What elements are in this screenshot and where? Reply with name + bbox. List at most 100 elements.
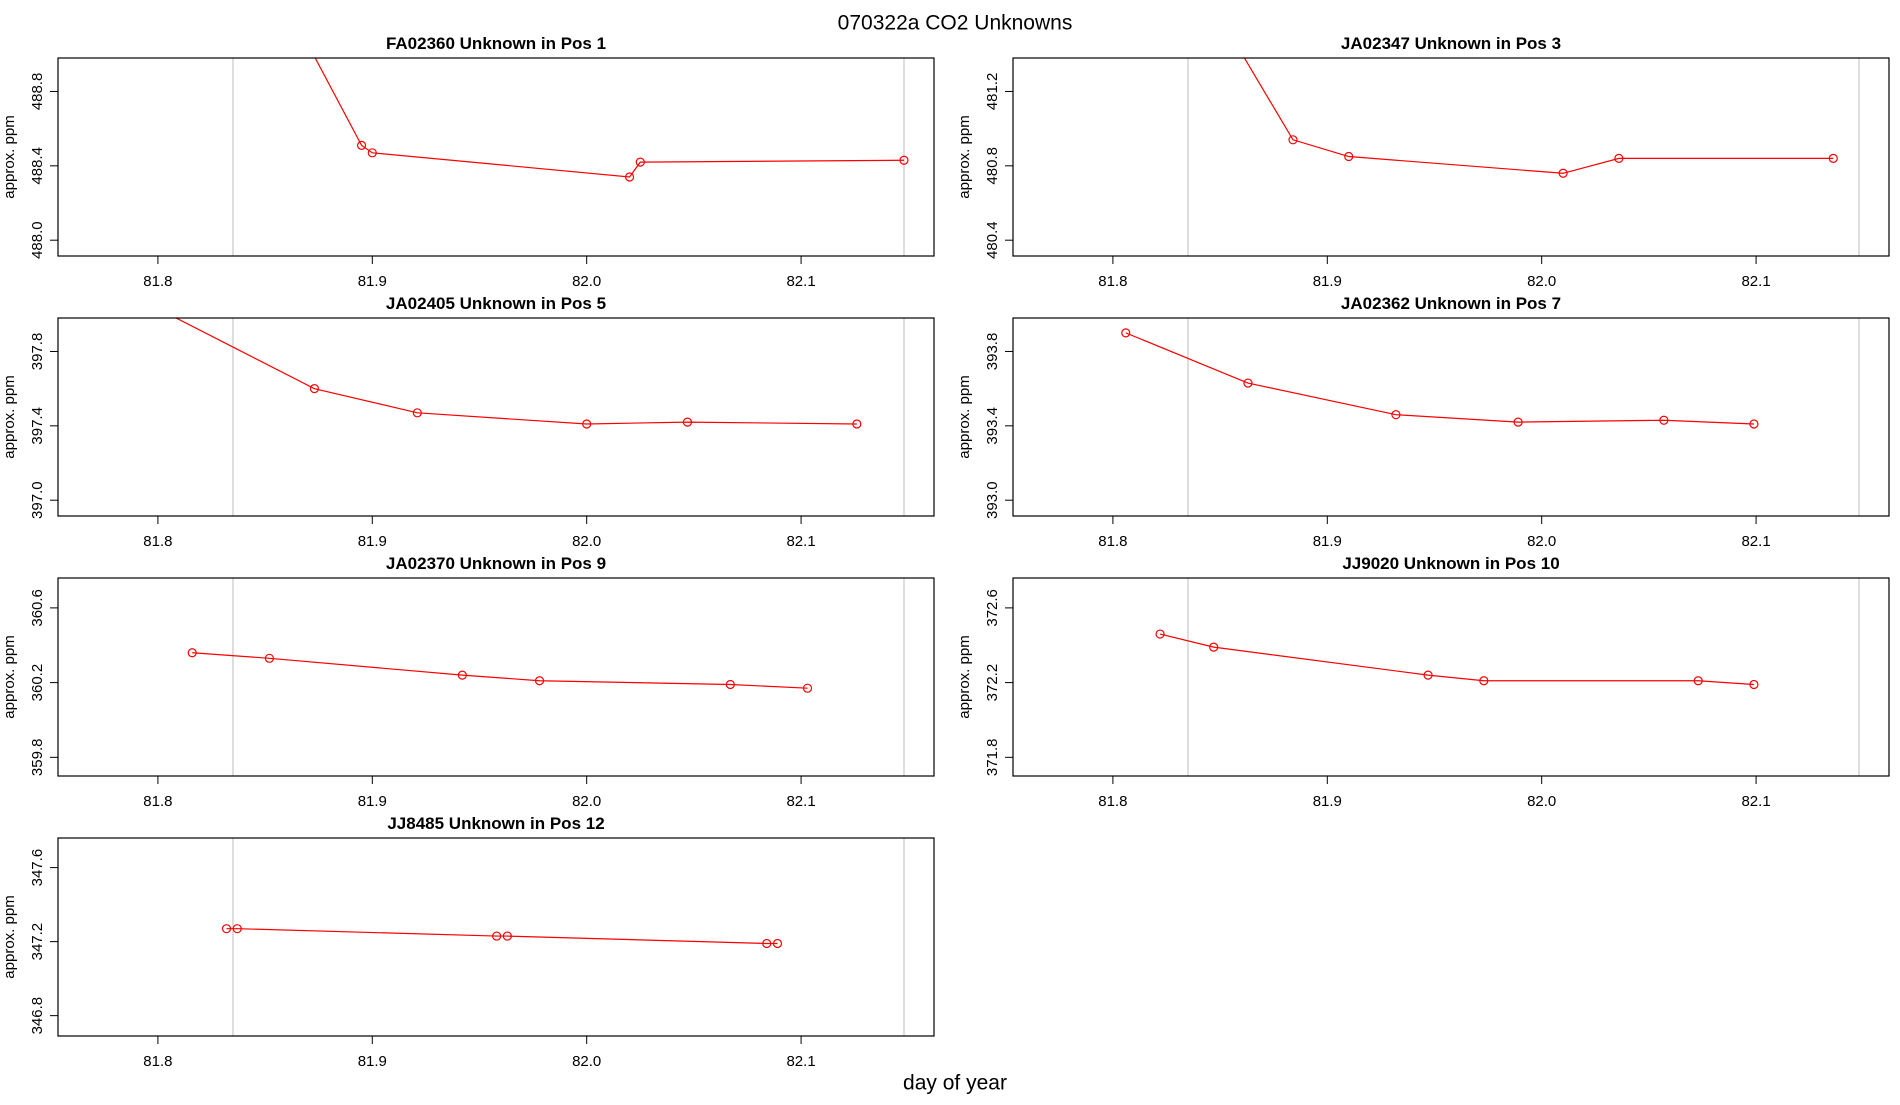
data-point [635,157,645,167]
x-tick-label: 81.8 [143,533,172,550]
panel-title: JA02370 Unknown in Pos 9 [386,554,606,573]
data-point [682,417,693,427]
x-tick-label: 82.1 [1741,533,1770,550]
x-tick-label: 82.1 [786,793,815,810]
data-point [1391,410,1401,420]
plot-area [221,838,905,1036]
x-tick-label: 82.0 [1527,793,1556,810]
x-axis-label: day of year [903,1072,1007,1095]
data-point [1513,417,1523,427]
plot-area [1121,318,1860,516]
data-point [1288,135,1298,145]
x-tick-label: 81.8 [143,793,172,810]
data-point [154,305,162,313]
data-line [192,652,808,689]
data-point [899,155,909,165]
data-point [1693,676,1703,686]
data-point [1659,415,1669,425]
plot-area [232,58,909,256]
x-tick-label: 81.8 [1098,273,1127,290]
data-line [314,58,904,178]
x-tick-label: 82.0 [1527,533,1556,550]
y-tick-label: 488.0 [29,221,46,259]
y-tick-label: 480.8 [984,147,1001,185]
panel: JJ8485 Unknown in Pos 12 approx. ppm 81.8 8… [1,814,935,1070]
panel-title: FA02360 Unknown in Pos 1 [386,34,606,53]
x-tick-label: 82.1 [786,1053,815,1070]
data-point [1479,676,1489,686]
data-point [1423,670,1433,680]
panel: FA02360 Unknown in Pos 1 approx. ppm 81.8 8… [1,34,935,290]
data-line [174,318,857,425]
plot-frame [1012,577,1890,777]
x-tick-label: 82.0 [1527,273,1556,290]
data-point [187,648,197,658]
data-point [852,419,862,429]
data-line [1159,633,1754,686]
data-point [221,924,232,934]
x-tick-label: 81.9 [358,273,387,290]
data-point [232,924,242,934]
y-axis-label: approx. ppm [1,635,18,718]
data-point [356,140,367,150]
panel: JA02347 Unknown in Pos 3 approx. ppm 81.8 8… [956,34,1890,290]
data-point [1209,642,1219,652]
y-tick-label: 359.8 [29,739,46,777]
x-tick-label: 81.9 [1313,793,1342,810]
plot-frame [1012,57,1890,257]
plot-frame [57,57,935,257]
x-tick-label: 82.0 [572,793,601,810]
x-tick-label: 81.8 [1098,793,1127,810]
x-tick-label: 81.8 [143,273,172,290]
y-tick-label: 480.4 [984,221,1001,259]
y-axis-label: approx. ppm [956,635,973,718]
y-tick-label: 372.2 [984,664,1001,702]
panel-title: JA02405 Unknown in Pos 5 [386,294,606,313]
data-point [264,653,274,663]
plot-frame [57,317,935,517]
y-tick-label: 393.8 [984,333,1001,371]
y-tick-label: 393.4 [984,407,1001,445]
panel-title: JA02347 Unknown in Pos 3 [1341,34,1561,53]
data-point [1749,419,1759,429]
data-point [762,938,772,949]
plot-frame [1012,317,1890,517]
x-tick-label: 81.9 [358,533,387,550]
data-point [1344,151,1354,162]
data-point [457,670,467,680]
data-point [725,679,735,690]
plot-frame [57,577,935,777]
y-tick-label: 393.0 [984,481,1001,519]
y-tick-label: 347.6 [29,849,46,887]
data-point [1155,629,1165,639]
x-tick-label: 82.1 [1741,273,1770,290]
panel-title: JA02362 Unknown in Pos 7 [1341,294,1561,313]
x-tick-label: 82.0 [572,533,601,550]
plot-area [154,305,905,516]
data-point [534,676,545,686]
y-tick-label: 346.8 [29,997,46,1035]
y-tick-label: 488.4 [29,147,46,185]
data-point [1614,153,1624,163]
panel: JA02405 Unknown in Pos 5 approx. ppm 81.8 8… [1,294,935,550]
x-tick-label: 82.1 [786,273,815,290]
plot-area [187,578,905,776]
data-line [1125,332,1754,425]
plot-frame [57,837,935,1037]
x-tick-label: 82.1 [1741,793,1770,810]
data-point [492,931,502,941]
panel-title: JJ9020 Unknown in Pos 10 [1342,554,1559,573]
y-tick-label: 372.6 [984,589,1001,627]
y-axis-label: approx. ppm [1,375,18,458]
y-axis-label: approx. ppm [956,375,973,458]
data-point [412,408,422,418]
data-point [367,148,377,158]
y-axis-label: approx. ppm [1,115,18,198]
x-tick-label: 82.0 [572,273,601,290]
data-point [582,419,592,429]
data-line [226,928,778,945]
x-tick-label: 81.9 [358,793,387,810]
data-point [802,683,813,693]
data-point [772,938,783,949]
